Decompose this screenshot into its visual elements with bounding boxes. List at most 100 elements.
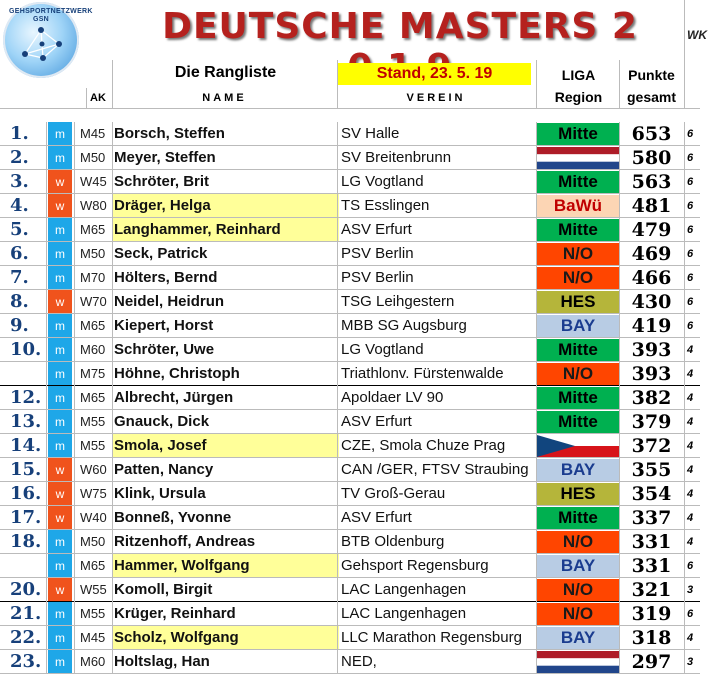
- verein-cell: LAC Langenhagen: [341, 605, 467, 622]
- sex-cell: m: [48, 242, 72, 266]
- ak-cell: M75: [80, 366, 106, 381]
- punkte-cell: 372: [631, 435, 672, 457]
- name-cell: Hammer, Wolfgang: [112, 554, 339, 578]
- verein-header: VEREIN: [406, 92, 466, 104]
- table-row: 4. w W80 Dräger, Helga TS Esslingen BaWü 481 6: [0, 194, 700, 218]
- wk-header: WK: [687, 28, 707, 42]
- table-row: 23. m M60 Holtslag, Han NED, 297 3: [0, 650, 700, 674]
- ak-cell: W80: [80, 198, 107, 213]
- verein-cell: CAN /GER, FTSV Straubing: [341, 461, 529, 478]
- punkte-cell: 337: [631, 507, 672, 529]
- row-divider: [0, 265, 700, 266]
- punkte-cell: 393: [631, 339, 672, 361]
- punkte-cell: 318: [631, 627, 672, 649]
- rank-cell: 14.: [10, 435, 42, 456]
- wk-cell: 6: [687, 560, 694, 572]
- table-row: 15. w W60 Patten, Nancy CAN /GER, FTSV Strau…: [0, 458, 700, 482]
- sex-cell: m: [48, 650, 72, 674]
- punkte-cell: 580: [631, 147, 672, 169]
- name-header: NAME: [202, 92, 247, 104]
- row-divider: [0, 457, 700, 458]
- verein-cell: ASV Erfurt: [341, 413, 412, 430]
- column-divider: [536, 122, 537, 674]
- table-row: 22. m M45 Scholz, Wolfgang LLC Marathon Rege…: [0, 626, 700, 650]
- verein-cell: TSG Leihgestern: [341, 293, 455, 310]
- liga-cell: N/O: [537, 579, 619, 601]
- liga-header: LIGA Region: [537, 64, 620, 108]
- sex-cell: m: [48, 338, 72, 362]
- row-divider: [0, 577, 700, 578]
- rank-cell: 16.: [10, 483, 42, 504]
- punkte-cell: 321: [631, 579, 672, 601]
- name-cell: Kiepert, Horst: [114, 317, 214, 334]
- liga-cell: BAY: [537, 315, 619, 337]
- punkte-cell: 355: [631, 459, 672, 481]
- sex-cell: w: [48, 506, 72, 530]
- row-divider: [0, 481, 700, 482]
- row-divider: [0, 289, 700, 290]
- liga-cell: Mitte: [537, 123, 619, 145]
- liga-cell: N/O: [537, 603, 619, 625]
- ak-cell: M50: [80, 534, 106, 549]
- sex-cell: w: [48, 290, 72, 314]
- rank-cell: [6, 362, 50, 386]
- table-row: m M65 Hammer, Wolfgang Gehsport Regensburg B…: [0, 554, 700, 578]
- table-row: 9. m M65 Kiepert, Horst MBB SG Augsburg BAY 41…: [0, 314, 700, 338]
- wk-cell: 3: [687, 584, 694, 596]
- wk-cell: 6: [687, 176, 694, 188]
- row-divider: [0, 601, 700, 602]
- verein-cell: NED,: [341, 653, 377, 670]
- verein-cell: PSV Berlin: [341, 269, 414, 286]
- row-divider: [0, 193, 700, 194]
- verein-cell: LG Vogtland: [341, 341, 424, 358]
- verein-cell: Apoldaer LV 90: [341, 389, 444, 406]
- wk-cell: 6: [687, 608, 694, 620]
- verein-cell: MBB SG Augsburg: [341, 317, 467, 334]
- row-divider: [0, 529, 700, 530]
- liga-cell: N/O: [537, 243, 619, 265]
- wk-cell: 4: [687, 368, 694, 380]
- rank-cell: 3.: [10, 171, 29, 192]
- name-cell: Gnauck, Dick: [114, 413, 210, 430]
- wk-cell: 4: [687, 464, 694, 476]
- liga-cell: Mitte: [537, 387, 619, 409]
- wk-cell: 4: [687, 632, 694, 644]
- ak-cell: W45: [80, 174, 107, 189]
- column-divider: [619, 122, 620, 674]
- liga-cell: Mitte: [537, 411, 619, 433]
- name-cell: Seck, Patrick: [114, 245, 208, 262]
- verein-cell: ASV Erfurt: [341, 221, 412, 238]
- netherlands-flag-icon: [537, 651, 619, 673]
- rank-cell: 5.: [10, 219, 29, 240]
- name-cell: Patten, Nancy: [114, 461, 214, 478]
- row-divider: [0, 169, 700, 170]
- punkte-cell: 430: [631, 291, 672, 313]
- ak-cell: M50: [80, 150, 106, 165]
- gsn-logo: GEHSPORTNETZWERK GSN: [3, 2, 92, 78]
- punkte-cell: 354: [631, 483, 672, 505]
- name-cell: Borsch, Steffen: [114, 125, 225, 142]
- table-row: 13. m M55 Gnauck, Dick ASV Erfurt Mitte 379 4: [0, 410, 700, 434]
- rank-cell: 17.: [10, 507, 42, 528]
- rank-cell: 8.: [10, 291, 29, 312]
- name-cell: Langhammer, Reinhard: [112, 218, 339, 242]
- table-row: 21. m M55 Krüger, Reinhard LAC Langenhagen N/…: [0, 602, 700, 626]
- row-divider: [0, 313, 700, 314]
- rank-cell: 15.: [10, 459, 42, 480]
- row-divider: [0, 505, 700, 506]
- verein-cell: PSV Berlin: [341, 245, 414, 262]
- ak-cell: W70: [80, 294, 107, 309]
- rank-cell: 13.: [10, 411, 42, 432]
- liga-header-line1: LIGA: [561, 67, 596, 83]
- wk-cell: 6: [687, 248, 694, 260]
- sex-cell: m: [48, 530, 72, 554]
- ak-cell: M60: [80, 654, 106, 669]
- ak-cell: M65: [80, 222, 106, 237]
- column-divider: [337, 122, 338, 674]
- rank-cell: 9.: [10, 315, 29, 336]
- sex-cell: w: [48, 482, 72, 506]
- netherlands-flag-icon: [537, 147, 619, 169]
- liga-cell: N/O: [537, 531, 619, 553]
- rank-cell: 10.: [10, 339, 42, 360]
- punkte-cell: 563: [631, 171, 672, 193]
